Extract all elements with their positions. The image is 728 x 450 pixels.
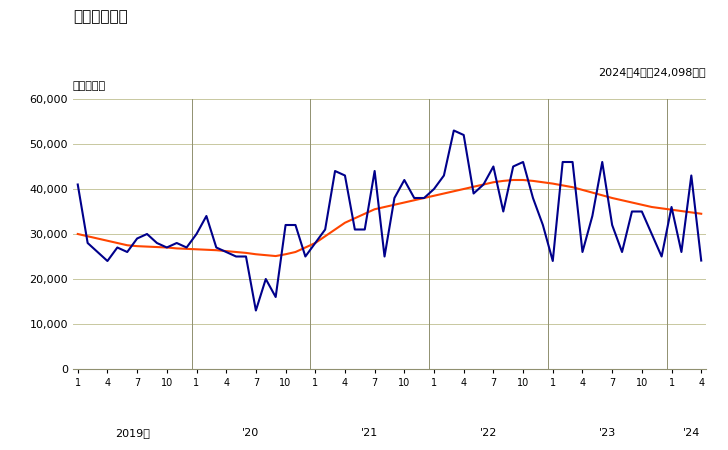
Text: 2019年: 2019年: [115, 428, 150, 438]
Text: 輸入額の推移: 輸入額の推移: [73, 9, 127, 24]
輸入額: [74, 182, 82, 187]
HPfilter: [153, 244, 162, 250]
HPfilter: [479, 182, 488, 187]
HPfilter: [390, 202, 399, 207]
輸入額: [430, 186, 438, 192]
HPfilter: [697, 211, 705, 216]
Text: '24: '24: [683, 428, 700, 438]
Text: '22: '22: [480, 428, 497, 438]
輸入額: [449, 128, 458, 133]
HPfilter: [509, 177, 518, 183]
Text: '23: '23: [598, 428, 616, 438]
輸入額: [499, 209, 507, 214]
Text: 単位：万円: 単位：万円: [73, 81, 106, 91]
Text: 2024年4月：24,098万円: 2024年4月：24,098万円: [598, 67, 706, 76]
輸入額: [153, 240, 162, 246]
Line: 輸入額: 輸入額: [78, 130, 701, 310]
HPfilter: [430, 193, 438, 198]
HPfilter: [272, 253, 280, 259]
Text: '21: '21: [361, 428, 379, 438]
輸入額: [341, 173, 349, 178]
Line: HPfilter: HPfilter: [78, 180, 701, 256]
輸入額: [489, 164, 498, 169]
HPfilter: [341, 220, 349, 225]
Text: '20: '20: [242, 428, 260, 438]
輸入額: [697, 258, 705, 263]
HPfilter: [74, 231, 82, 237]
輸入額: [390, 195, 399, 201]
輸入額: [251, 308, 260, 313]
HPfilter: [489, 180, 498, 185]
